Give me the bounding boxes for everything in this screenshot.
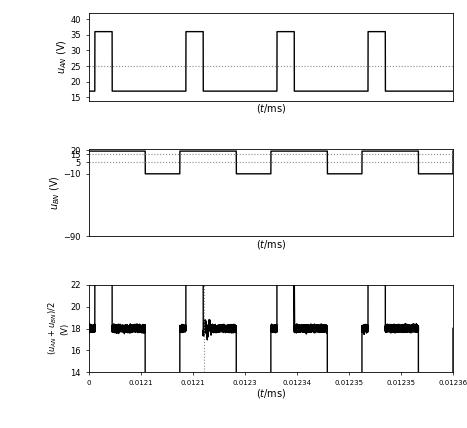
- Y-axis label: $u_{BN}$ (V): $u_{BN}$ (V): [49, 175, 62, 210]
- X-axis label: ($t$/ms): ($t$/ms): [255, 238, 286, 251]
- X-axis label: ($t$/ms): ($t$/ms): [255, 387, 286, 400]
- Y-axis label: $u_{AN}$ (V): $u_{AN}$ (V): [56, 39, 69, 74]
- Y-axis label: $(u_{AN}+u_{BN})/2$
(V): $(u_{AN}+u_{BN})/2$ (V): [46, 302, 69, 355]
- X-axis label: ($t$/ms): ($t$/ms): [255, 102, 286, 115]
